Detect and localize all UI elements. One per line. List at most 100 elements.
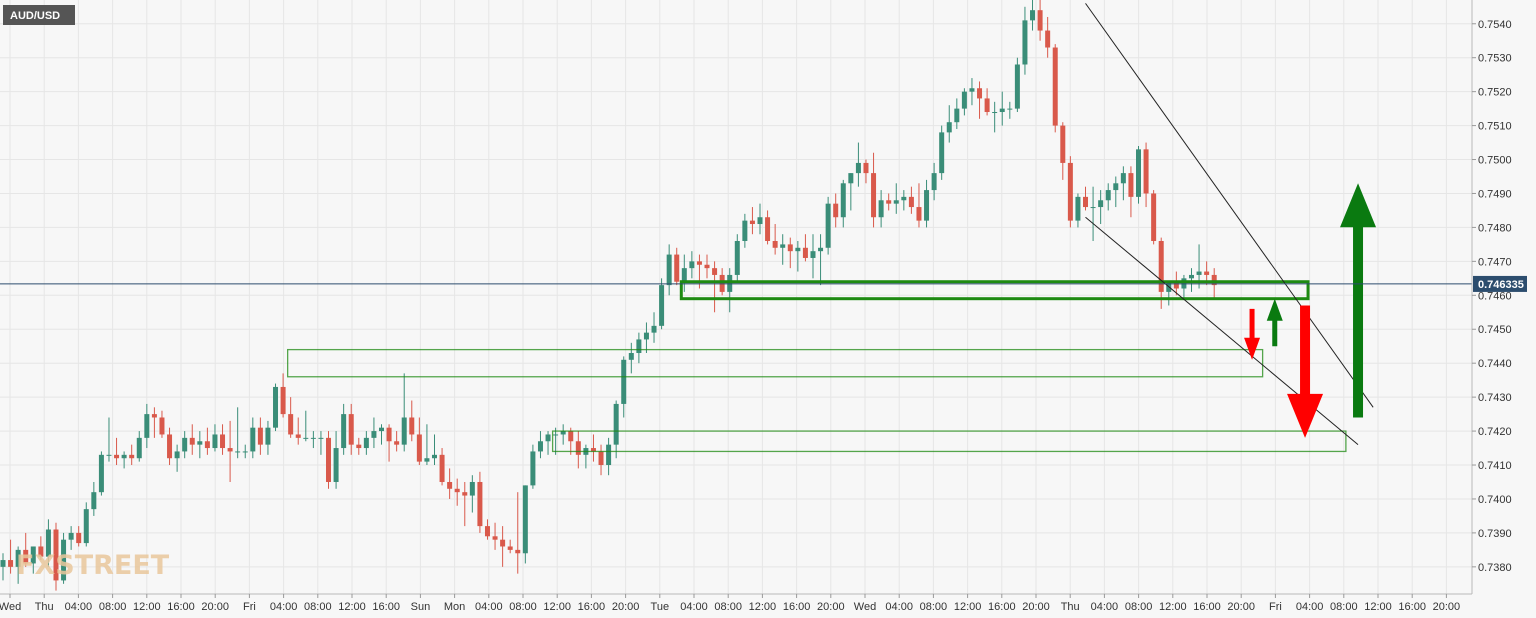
candle-body [606,444,612,466]
candle [341,403,347,455]
candle-body [174,451,180,459]
candle-body [235,451,241,453]
y-tick-label: 0.7450 [1478,324,1512,336]
candle [954,98,960,129]
candle-body [568,431,574,442]
candle [1037,0,1043,41]
watermark: FXSTREET [16,550,170,581]
candle-body [61,539,67,581]
symbol-badge[interactable]: AUD/USD [3,5,75,25]
candle-body [1151,193,1157,241]
candle [348,403,354,455]
x-tick-label: 08:00 [304,601,332,613]
x-tick-label: 12:00 [543,601,571,613]
candle-body [848,173,854,184]
candle-body [242,451,248,453]
candle [356,437,362,455]
y-tick-label: 0.7460 [1478,290,1512,302]
candle-body [144,414,150,438]
candle-body [659,285,665,326]
large-down-arrow [1287,305,1324,438]
candle-body [1188,274,1194,279]
candle [992,101,998,133]
candle [477,471,483,533]
x-tick-label: 16:00 [783,601,811,613]
candle [537,431,543,459]
x-tick-label: 12:00 [749,601,777,613]
y-tick-label: 0.7540 [1478,19,1512,31]
candle-body [469,481,475,496]
candle [1030,0,1036,31]
x-tick-label: 20:00 [1022,601,1050,613]
candle-body [840,183,846,218]
candle [1098,190,1104,225]
candle [568,427,574,455]
candle-body [189,437,195,445]
candle [114,437,120,466]
candle [409,400,415,442]
candle [916,183,922,228]
candle-body [53,529,59,581]
candle [363,431,369,455]
candle [1083,186,1089,211]
candle [651,312,657,343]
candle [901,190,907,211]
candle [53,522,59,591]
x-tick-label: 16:00 [578,601,606,613]
candle [38,536,44,561]
candle [462,481,468,527]
x-tick-label: 08:00 [1125,601,1153,613]
candle [288,397,294,438]
x-tick-label: 08:00 [509,601,537,613]
candle [855,142,861,187]
candle-body [924,190,930,221]
support-zone-2 [287,348,1264,378]
candle-body [333,448,339,482]
candle [553,427,559,455]
candle-body [159,417,165,435]
candle [749,207,755,235]
x-tick-label: Wed [0,601,21,613]
candle-body [106,454,112,456]
candle [712,261,718,313]
candle [1022,6,1028,75]
candle-body [38,546,44,557]
x-tick-label: 08:00 [1330,601,1358,613]
candle [220,424,226,455]
candle [318,431,324,455]
candle-body [530,451,536,486]
support-zone-3 [551,430,1347,453]
x-tick-label: 04:00 [680,601,708,613]
x-axis: Wed Thu 04:00 08:00 12:00 16:00 20:00 Fri 04:00 0… [0,593,1472,613]
candle-body [98,454,104,493]
small-up-arrow [1266,298,1283,347]
candle [689,251,695,279]
candle-body [598,451,604,466]
x-tick-label: 04:00 [475,601,503,613]
candle-body [1030,10,1036,21]
x-tick-label: 12:00 [1159,601,1187,613]
candle [68,526,74,550]
candle-body [1120,173,1126,184]
candle-body [295,434,301,438]
candle [242,444,248,459]
candle [840,179,846,228]
candle [174,444,180,472]
candle-body [961,91,967,109]
x-tick-label: Thu [35,601,54,613]
candle-body [719,274,725,292]
x-tick-label: 04:00 [1091,601,1119,613]
candle [977,81,983,119]
candle-body [1045,30,1051,48]
candle-body [954,108,960,123]
x-tick-label: 20:00 [201,601,229,613]
candle-body [68,532,74,540]
candle [863,159,869,184]
candle-body [250,427,256,452]
candle [886,193,892,211]
candle [1105,183,1111,211]
candle-body [1007,108,1013,110]
candle-body [613,403,619,445]
candle [197,431,203,459]
